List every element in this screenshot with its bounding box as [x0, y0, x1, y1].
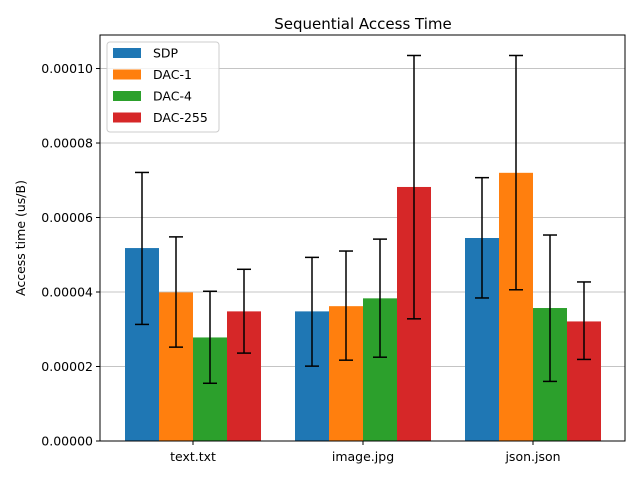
- y-axis: 0.00000 0.00002 0.00004 0.00006 0.00008 0.000…: [41, 61, 100, 449]
- legend-swatch-dac-255: [113, 112, 141, 123]
- legend-swatch-dac-4: [113, 91, 141, 101]
- legend-label: SDP: [153, 46, 179, 61]
- x-tick-label: text.txt: [170, 449, 216, 464]
- legend-swatch-sdp: [113, 48, 141, 58]
- y-tick-label: 0.00006: [41, 210, 93, 225]
- legend: SDP DAC-1 DAC-4 DAC-255: [106, 41, 220, 133]
- x-tick-label: json.json: [504, 449, 560, 464]
- legend-swatch-dac-1: [113, 69, 141, 80]
- y-axis-label: Access time (us/B): [13, 180, 28, 296]
- y-tick-label: 0.00008: [41, 136, 93, 151]
- y-tick-label: 0.00000: [41, 434, 93, 449]
- legend-label: DAC-4: [153, 89, 192, 104]
- x-tick-label: image.jpg: [332, 449, 394, 464]
- legend-label: DAC-1: [153, 67, 192, 82]
- legend-box: [106, 41, 220, 133]
- chart-title: Sequential Access Time: [274, 15, 452, 33]
- y-tick-label: 0.00002: [41, 359, 93, 374]
- bars: [125, 172, 601, 441]
- y-tick-label: 0.00010: [41, 61, 93, 76]
- y-tick-label: 0.00004: [41, 285, 93, 300]
- x-axis: text.txt image.jpg json.json: [170, 441, 561, 464]
- legend-label: DAC-255: [153, 110, 208, 125]
- error-bars: [135, 54, 591, 385]
